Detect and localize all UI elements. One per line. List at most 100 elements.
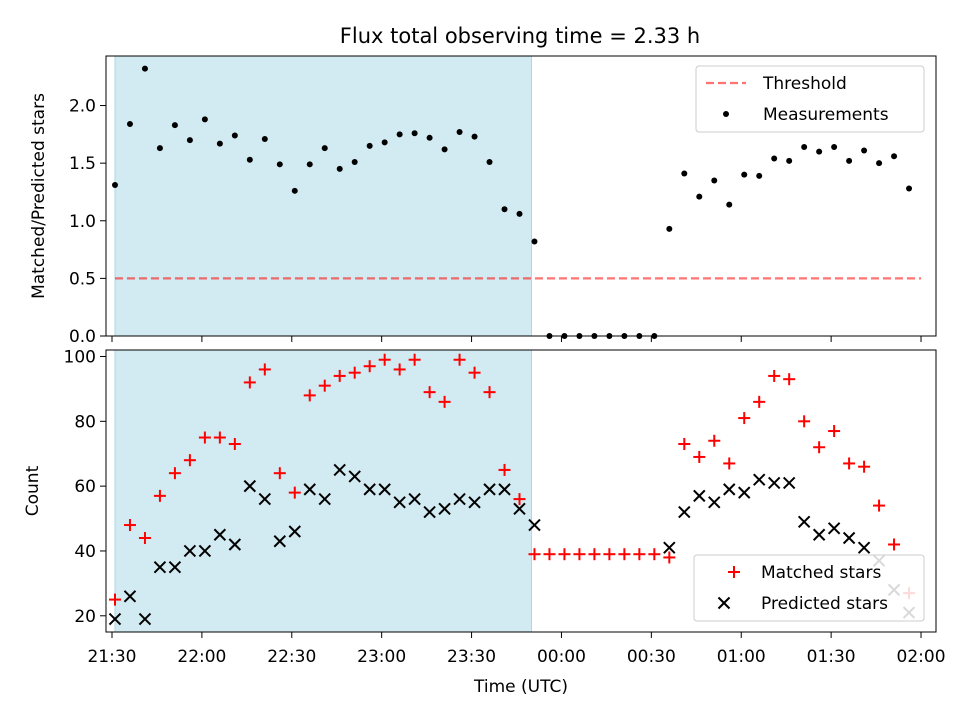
y-tick-label: 1.0	[69, 212, 96, 232]
predicted-stars-point	[738, 486, 751, 499]
measurement-point	[111, 182, 118, 189]
matched-stars-point	[378, 353, 391, 366]
matched-stars-point	[768, 369, 781, 382]
legend-predicted-label: Predicted stars	[761, 594, 888, 614]
predicted-stars-point	[767, 476, 781, 490]
measurement-point	[261, 135, 268, 142]
matched-stars-point	[813, 441, 826, 454]
matched-stars-point	[483, 386, 496, 399]
matched-stars-point	[858, 460, 871, 473]
measurement-point	[321, 145, 328, 152]
matched-stars-point	[123, 519, 136, 532]
measurement-point	[156, 145, 163, 152]
matched-stars-point	[888, 538, 901, 551]
matched-stars-point	[363, 360, 376, 373]
matched-stars-point	[228, 438, 241, 450]
y-tick-label: 2.0	[69, 97, 96, 117]
predicted-stars-point	[168, 560, 182, 574]
top-panel: 0.00.51.01.52.0 Matched/Predicted stars …	[29, 55, 937, 347]
matched-stars-point	[243, 376, 256, 389]
predicted-stars-point	[423, 505, 436, 519]
matched-stars-point	[798, 415, 811, 428]
predicted-stars-point	[513, 502, 526, 516]
measurement-point	[366, 142, 373, 149]
matched-stars-point	[393, 363, 406, 376]
matched-stars-point	[333, 369, 346, 382]
bottom-x-ticks: 21:30 22:00 22:30 23:00 23:30 00:00 00:30 01:00…	[87, 632, 946, 667]
measurement-point	[501, 206, 508, 213]
measurement-point	[456, 129, 463, 136]
measurement-point	[186, 137, 193, 144]
measurement-point	[426, 134, 433, 141]
x-tick-label: 21:30	[87, 647, 136, 667]
predicted-stars-point	[723, 483, 736, 496]
matched-stars-point	[873, 499, 886, 512]
measurement-point	[441, 146, 448, 153]
matched-stars-point	[288, 486, 301, 499]
measurement-point	[396, 131, 403, 138]
predicted-stars-point	[333, 463, 346, 477]
measurement-point	[846, 157, 853, 164]
matched-stars-point	[168, 467, 181, 480]
matched-stars-point	[153, 489, 166, 502]
bottom-panel-frame	[105, 349, 937, 633]
predicted-stars-point	[693, 489, 706, 503]
predicted-stars-point	[782, 476, 796, 490]
predicted-stars-point	[123, 590, 137, 603]
measurement-point	[486, 159, 493, 166]
matched-stars-point	[468, 366, 481, 379]
measurement-point	[171, 122, 178, 129]
predicted-stars-point	[708, 496, 721, 509]
matched-stars-point	[618, 548, 631, 561]
matched-stars-point	[258, 363, 271, 376]
matched-stars-point	[543, 548, 556, 561]
predicted-stars-point	[183, 544, 197, 558]
measurement-point	[516, 210, 523, 217]
predicted-stars-point	[258, 492, 272, 506]
x-tick-label: 23:30	[447, 647, 496, 667]
predicted-stars-point	[468, 496, 481, 509]
legend-measurement-swatch	[723, 111, 729, 117]
predicted-stars-point	[797, 515, 811, 529]
matched-stars-point	[198, 431, 211, 444]
matched-stars-point	[783, 373, 796, 386]
predicted-stars-point	[663, 541, 676, 554]
predicted-stars-point	[483, 483, 496, 496]
measurement-point	[786, 157, 793, 164]
x-tick-label: 00:30	[627, 647, 676, 667]
predicted-stars-point	[393, 496, 406, 509]
x-tick-label: 02:00	[897, 647, 946, 667]
matched-stars-point	[558, 548, 571, 561]
matched-stars-point	[498, 463, 511, 476]
measurement-point	[726, 201, 733, 208]
predicted-stars-point	[678, 505, 691, 519]
measurement-point	[231, 132, 238, 139]
matched-stars-point	[573, 548, 586, 561]
x-tick-label: 01:00	[717, 647, 766, 667]
predicted-stars-point	[753, 473, 766, 486]
bottom-legend-box	[693, 554, 925, 622]
matched-stars-point	[438, 395, 451, 408]
legend-matched-label: Matched stars	[761, 563, 881, 583]
x-axis-label: Time (UTC)	[473, 677, 568, 697]
bottom-legend: Matched stars Predicted stars	[693, 554, 925, 622]
predicted-stars-point	[812, 528, 826, 541]
matched-stars-point	[318, 379, 331, 392]
predicted-stars-point	[303, 483, 316, 496]
matched-stars-point	[138, 532, 151, 544]
y-tick-label: 1.5	[69, 154, 96, 174]
matched-stars-point	[213, 431, 226, 444]
matched-stars-point	[303, 389, 316, 402]
matched-stars-point	[843, 457, 856, 470]
matched-stars-point	[633, 548, 646, 561]
predicted-stars-point	[243, 479, 257, 493]
x-tick-label: 01:30	[807, 647, 856, 667]
predicted-stars-point	[198, 544, 212, 558]
bottom-y-axis-label: Count	[23, 465, 43, 516]
measurement-point	[831, 144, 838, 151]
legend-matched-swatch	[728, 566, 740, 578]
matched-stars-point	[663, 551, 676, 564]
measurement-point	[801, 144, 808, 151]
measurement-point	[471, 133, 478, 140]
predicted-stars-point	[288, 525, 301, 538]
